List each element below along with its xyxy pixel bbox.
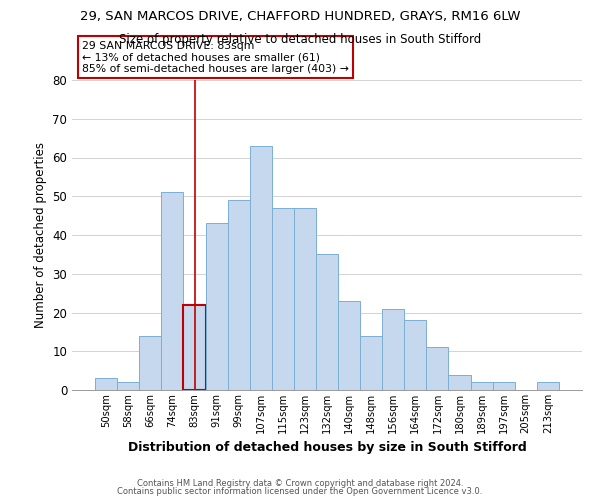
X-axis label: Distribution of detached houses by size in South Stifford: Distribution of detached houses by size … — [128, 442, 526, 454]
Bar — [448, 374, 470, 390]
Bar — [250, 146, 272, 390]
Bar — [272, 208, 294, 390]
Y-axis label: Number of detached properties: Number of detached properties — [34, 142, 47, 328]
Bar — [117, 382, 139, 390]
Text: Contains HM Land Registry data © Crown copyright and database right 2024.: Contains HM Land Registry data © Crown c… — [137, 478, 463, 488]
Bar — [338, 301, 360, 390]
Bar — [294, 208, 316, 390]
Bar — [95, 378, 117, 390]
Bar — [493, 382, 515, 390]
Bar — [227, 200, 250, 390]
Bar — [427, 348, 448, 390]
Bar — [161, 192, 184, 390]
Bar — [316, 254, 338, 390]
Text: 29, SAN MARCOS DRIVE, CHAFFORD HUNDRED, GRAYS, RM16 6LW: 29, SAN MARCOS DRIVE, CHAFFORD HUNDRED, … — [80, 10, 520, 23]
Bar — [382, 308, 404, 390]
Bar — [184, 304, 206, 390]
Bar — [360, 336, 382, 390]
Bar — [206, 224, 227, 390]
Bar — [470, 382, 493, 390]
Bar — [139, 336, 161, 390]
Text: 29 SAN MARCOS DRIVE: 83sqm
← 13% of detached houses are smaller (61)
85% of semi: 29 SAN MARCOS DRIVE: 83sqm ← 13% of deta… — [82, 40, 349, 74]
Bar — [537, 382, 559, 390]
Text: Contains public sector information licensed under the Open Government Licence v3: Contains public sector information licen… — [118, 487, 482, 496]
Text: Size of property relative to detached houses in South Stifford: Size of property relative to detached ho… — [119, 32, 481, 46]
Bar — [404, 320, 427, 390]
